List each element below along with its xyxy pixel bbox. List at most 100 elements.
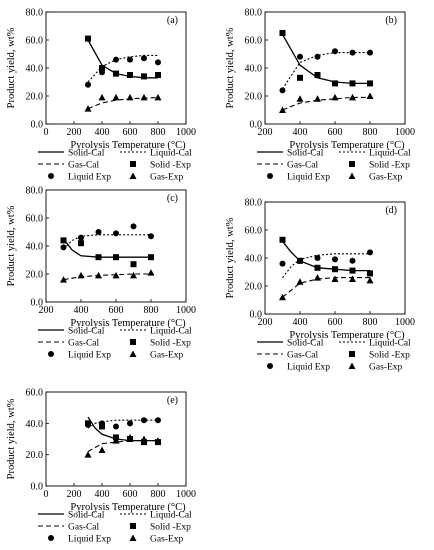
data-point-triangle [140,93,148,101]
y-tick-label: 20.0 [245,92,263,103]
data-point-circle [113,423,119,430]
y-tick-label: 40.0 [26,242,44,253]
data-point-circle [367,249,373,256]
legend-swatch-liquid_exp [48,351,54,357]
data-point-circle [297,257,303,264]
y-tick-label: 60.0 [26,388,44,399]
x-tick-label: 200 [67,127,82,138]
plot-frame [45,391,187,487]
data-point-square [367,270,373,277]
data-point-triangle [84,451,92,458]
legend-label-liquid_cal: Liquid-Cal [369,339,411,349]
legend-swatch-gas_exp [129,534,137,541]
data-point-square [279,236,286,243]
data-point-triangle [126,93,134,101]
data-point-circle [367,49,373,56]
legend-swatch-gas_exp [348,172,356,179]
legend-label-liquid_exp: Liquid Exp [68,351,111,361]
legend-label-solid_exp: Solid -Exp [150,161,191,171]
y-tick-label: 60.0 [26,214,44,225]
series-line-gas-cal [282,277,370,298]
data-point-triangle [77,271,85,279]
legend: Solid-Cal Liquid-Cal Gas-Cal Solid -Exp Liqu… [38,511,192,545]
plot-frame [45,11,187,125]
data-point-square [85,35,91,42]
x-tick-label: 400 [74,305,89,316]
series-line-solid-cal [281,34,370,85]
legend-label-liquid_exp: Liquid Exp [287,173,330,183]
data-point-square [130,261,137,268]
data-point-square [314,72,321,78]
data-point-triangle [331,275,339,282]
y-tick-label: 20.0 [26,92,44,103]
data-point-triangle [366,276,374,284]
y-tick-label: 60.0 [26,36,44,47]
data-point-circle [279,260,286,267]
legend-label-solid_cal: Solid-Cal [287,149,324,159]
x-axis-label: Pyrolysis Temperature (°C) [70,318,186,329]
series-line-gas-cal [63,273,151,281]
data-point-triangle [279,106,286,113]
x-tick-label: 200 [67,489,82,500]
data-point-circle [141,417,147,424]
data-point-square [78,240,84,247]
data-point-square [60,237,67,244]
x-tick-label: 800 [363,127,378,138]
x-tick-label: 400 [95,489,110,500]
data-point-square [141,73,147,80]
data-point-circle [127,420,133,427]
data-point-circle [85,421,91,428]
legend-label-gas_cal: Gas-Cal [68,339,99,349]
legend-label-gas_exp: Gas-Exp [369,363,402,373]
data-point-circle [113,230,119,237]
data-point-square [113,70,119,77]
legend-label-liquid_exp: Liquid Exp [287,363,330,373]
data-point-triangle [349,275,356,282]
legend-label-gas_cal: Gas-Cal [287,161,318,171]
data-point-square [349,267,356,274]
data-point-circle [349,49,356,56]
data-point-circle [99,69,105,76]
x-tick-label: 400 [293,127,308,138]
data-point-triangle [279,293,286,301]
data-point-triangle [130,271,137,279]
legend-label-solid_exp: Solid -Exp [369,161,410,171]
legend-label-solid_cal: Solid-Cal [68,327,105,337]
data-point-triangle [140,435,148,442]
legend-swatch-liquid_exp [267,363,273,369]
data-point-square [297,74,303,81]
panel-label: (b) [385,15,397,26]
data-point-circle [314,255,321,261]
legend-label-gas_exp: Gas-Exp [150,535,183,545]
data-point-square [99,65,105,71]
legend-label-solid_cal: Solid-Cal [68,511,105,521]
panel-label: (c) [167,193,178,204]
y-axis-label: Product yield, wt% [225,217,236,298]
series-line-gas-cal [87,96,159,110]
legend: Solid-Cal Liquid-Cal Gas-Cal Solid -Exp Liqu… [38,149,192,183]
y-tick-label: 40.0 [245,64,263,75]
x-tick-label: 200 [39,305,54,316]
data-point-square [367,80,373,87]
data-point-square [332,80,338,87]
x-tick-label: 800 [151,127,166,138]
x-axis-label: Pyrolysis Temperature (°C) [70,140,186,151]
legend: Solid-Cal Liquid-Cal Gas-Cal Solid -Exp Liqu… [38,327,192,361]
data-point-circle [332,48,338,55]
legend: Solid-Cal Liquid-Cal Gas-Cal Solid -Exp Liqu… [257,339,411,373]
x-axis-label: Pyrolysis Temperature (°C) [289,140,405,151]
y-tick-label: 60.0 [245,226,263,237]
y-tick-label: 0.0 [31,298,44,309]
x-tick-label: 600 [123,489,138,500]
x-tick-label: 200 [258,317,273,328]
x-tick-label: 600 [328,127,343,138]
legend-label-gas_exp: Gas-Exp [150,173,183,183]
x-tick-label: 200 [258,127,273,138]
legend-swatch-liquid_exp [48,535,54,541]
legend-label-liquid_cal: Liquid-Cal [150,327,192,337]
legend-label-solid_cal: Solid-Cal [287,339,324,349]
y-tick-label: 0.0 [31,120,44,131]
data-point-circle [297,53,303,60]
legend-swatch-solid_exp [130,339,136,345]
panel-label: (d) [385,205,397,216]
